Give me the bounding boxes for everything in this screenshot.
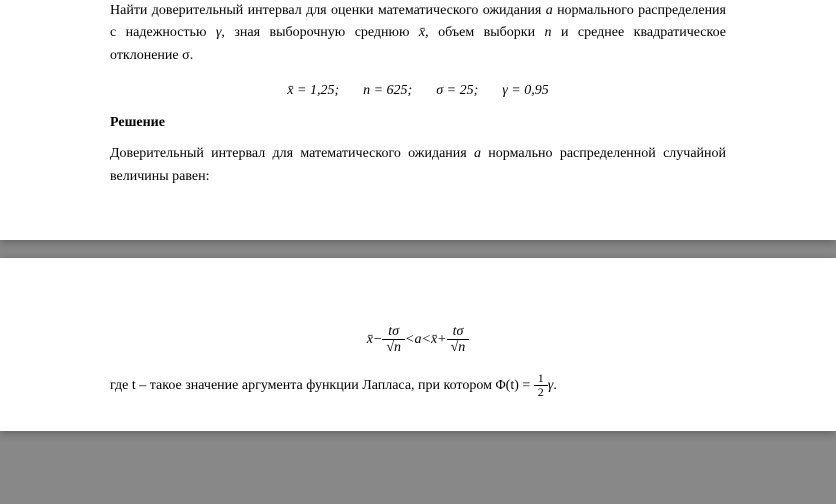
var-a: a: [546, 3, 553, 18]
formula-minus: −: [373, 332, 382, 348]
xbar-value: x̄ = 1,25;: [287, 83, 339, 98]
confidence-interval-formula: x̄ − tσ√n < a < x̄ + tσ√n: [110, 324, 726, 356]
formula-frac-1: tσ√n: [382, 324, 405, 356]
problem-statement: Найти доверительный интервал для оценки …: [110, 0, 726, 67]
frac-num-2: tσ: [447, 324, 470, 340]
document-page-2: x̄ − tσ√n < a < x̄ + tσ√n где t – такое …: [0, 258, 836, 431]
formula-lt-1: <: [405, 332, 414, 348]
solution-prefix: Доверительный интервал для математическо…: [110, 146, 474, 161]
formula-plus: +: [437, 332, 446, 348]
document-page-1: Найти доверительный интервал для оценки …: [0, 0, 836, 240]
explanation-prefix: где t – такое значение аргумента функции…: [110, 378, 495, 393]
formula-a: a: [415, 332, 422, 348]
gamma-value: γ = 0,95: [502, 83, 548, 98]
solution-a: a: [474, 146, 481, 161]
formula-half: 12: [534, 372, 548, 399]
n-value: n = 625;: [363, 83, 412, 98]
problem-text-3: , зная выборочную среднюю: [221, 25, 419, 40]
sigma-value: σ = 25;: [436, 83, 478, 98]
explanation-period: .: [553, 378, 557, 393]
problem-text-6: .: [190, 48, 194, 63]
problem-text-1: Найти доверительный интервал для оценки …: [110, 3, 546, 18]
problem-text-4: , объем выборки: [425, 25, 544, 40]
solution-text: Доверительный интервал для математическо…: [110, 143, 726, 188]
given-values-formula: x̄ = 1,25; n = 625; σ = 25; γ = 0,95: [110, 83, 726, 99]
explanation-text: где t – такое значение аргумента функции…: [110, 372, 726, 399]
var-n: n: [545, 25, 552, 40]
solution-heading: Решение: [110, 115, 726, 131]
frac-den-2: √n: [447, 340, 470, 355]
frac-den-1: √n: [382, 340, 405, 355]
explanation-phi: Φ(t) =: [495, 378, 533, 393]
formula-lt-2: <: [422, 332, 431, 348]
var-sigma: σ: [182, 48, 190, 63]
formula-frac-2: tσ√n: [447, 324, 470, 356]
frac-num-1: tσ: [382, 324, 405, 340]
